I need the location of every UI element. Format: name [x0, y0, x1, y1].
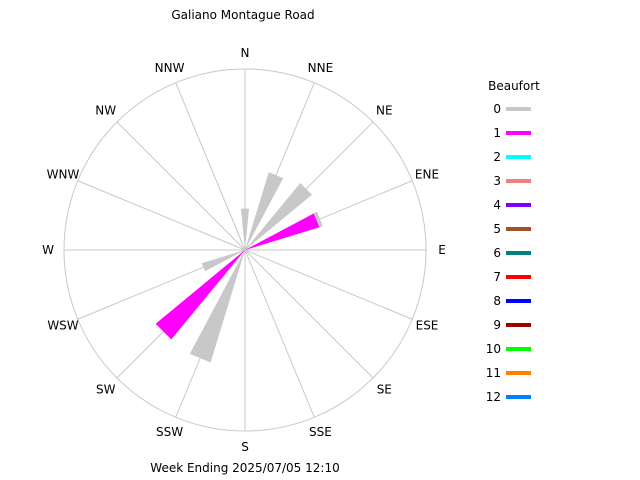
- legend-label-0: 0: [493, 102, 501, 116]
- petal-nne-beaufort-0: [245, 172, 284, 250]
- direction-label-w: W: [42, 243, 54, 257]
- direction-label-sw: SW: [96, 382, 116, 396]
- legend-swatch-5: [506, 227, 531, 231]
- petal-sw-beaufort-1: [155, 250, 245, 340]
- legend-label-6: 6: [493, 246, 501, 260]
- direction-labels: N NNE NE ENE E ESE SE SSE S SSW SW WSW W WNW NW NNW: [42, 46, 446, 454]
- legend-label-12: 12: [486, 390, 501, 404]
- direction-label-nne: NNE: [308, 61, 334, 75]
- direction-label-ne: NE: [376, 104, 393, 118]
- legend-label-5: 5: [493, 222, 501, 236]
- spoke-nw: [116, 121, 246, 251]
- petal-ne-beaufort-0: [245, 183, 312, 250]
- legend-swatch-9: [506, 323, 531, 327]
- legend-swatch-11: [506, 371, 531, 375]
- legend-swatch-4: [506, 203, 531, 207]
- legend-swatch-2: [506, 155, 531, 159]
- direction-label-nw: NW: [95, 104, 116, 118]
- legend-label-7: 7: [493, 270, 501, 284]
- chart-footer: Week Ending 2025/07/05 12:10: [150, 461, 339, 475]
- direction-label-wsw: WSW: [47, 318, 78, 332]
- petal-n-beaufort-0: [241, 208, 249, 250]
- spoke-nnw: [175, 82, 246, 251]
- legend-label-2: 2: [493, 150, 501, 164]
- direction-label-ese: ESE: [416, 318, 439, 332]
- legend-label-4: 4: [493, 198, 501, 212]
- spoke-wnw: [77, 180, 246, 251]
- legend-swatch-1: [506, 131, 531, 135]
- petal-ene-beaufort-1: [245, 213, 320, 250]
- legend-swatch-10: [506, 347, 531, 351]
- spoke-sse: [244, 249, 315, 418]
- legend-swatch-6: [506, 251, 531, 255]
- direction-label-sse: SSE: [309, 425, 332, 439]
- legend-label-11: 11: [486, 366, 501, 380]
- legend-label-9: 9: [493, 318, 501, 332]
- direction-label-n: N: [241, 46, 250, 60]
- legend-swatch-0: [506, 107, 531, 111]
- direction-label-ene: ENE: [415, 168, 439, 182]
- spoke-ese: [244, 249, 413, 320]
- legend-label-3: 3: [493, 174, 501, 188]
- legend-label-10: 10: [486, 342, 501, 356]
- wind-petals: [155, 172, 323, 363]
- legend-swatch-7: [506, 275, 531, 279]
- legend-label-1: 1: [493, 126, 501, 140]
- legend-label-8: 8: [493, 294, 501, 308]
- direction-label-ssw: SSW: [156, 425, 183, 439]
- chart-title: Galiano Montague Road: [171, 8, 314, 22]
- spoke-se: [244, 249, 374, 379]
- legend-swatch-8: [506, 299, 531, 303]
- legend-swatch-12: [506, 395, 531, 399]
- direction-label-se: SE: [377, 382, 392, 396]
- direction-label-nnw: NNW: [155, 61, 185, 75]
- legend-title: Beaufort: [488, 79, 540, 93]
- petal-wsw-beaufort-0: [201, 250, 245, 272]
- petal-ssw-beaufort-0: [189, 250, 245, 363]
- direction-label-s: S: [241, 440, 249, 454]
- legend-swatch-3: [506, 179, 531, 183]
- direction-label-e: E: [438, 243, 446, 257]
- direction-label-wnw: WNW: [47, 168, 80, 182]
